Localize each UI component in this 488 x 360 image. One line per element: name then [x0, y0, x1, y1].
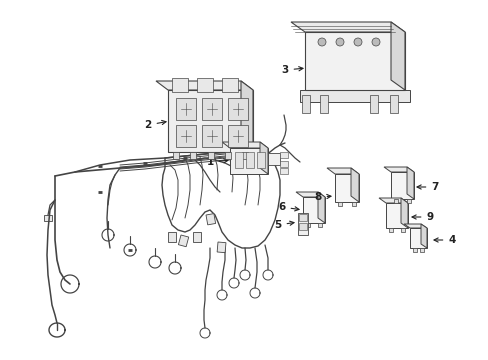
Bar — [242, 152, 247, 159]
Bar — [319, 95, 327, 113]
Polygon shape — [409, 228, 426, 248]
Bar — [388, 228, 392, 232]
Bar — [190, 152, 196, 159]
Bar — [280, 161, 287, 167]
Polygon shape — [295, 192, 325, 197]
Bar — [280, 168, 287, 174]
Text: 7: 7 — [416, 182, 438, 192]
Text: 6: 6 — [278, 202, 298, 212]
Bar — [280, 152, 287, 158]
Bar — [172, 78, 187, 92]
Bar — [406, 199, 410, 203]
Bar — [412, 248, 416, 252]
Bar — [202, 98, 222, 120]
Polygon shape — [334, 174, 358, 202]
Circle shape — [317, 38, 325, 46]
Text: 3: 3 — [281, 65, 303, 75]
Bar — [369, 95, 377, 113]
Bar — [337, 202, 341, 206]
Polygon shape — [406, 167, 413, 199]
Polygon shape — [390, 22, 404, 90]
Polygon shape — [305, 32, 404, 90]
Bar — [205, 213, 215, 225]
Polygon shape — [390, 172, 413, 199]
Bar — [299, 90, 409, 102]
Bar — [168, 232, 176, 242]
Bar — [176, 125, 196, 147]
Polygon shape — [241, 81, 252, 152]
Bar — [302, 95, 309, 113]
Text: 1: 1 — [206, 157, 227, 167]
Bar — [176, 98, 196, 120]
Bar — [389, 95, 397, 113]
Polygon shape — [317, 192, 325, 223]
Bar — [245, 152, 253, 168]
Polygon shape — [420, 224, 426, 248]
Polygon shape — [168, 90, 252, 152]
Circle shape — [353, 38, 361, 46]
Bar — [227, 125, 247, 147]
Bar — [267, 153, 280, 165]
Bar — [419, 248, 423, 252]
Polygon shape — [303, 197, 325, 223]
Bar — [297, 213, 307, 235]
Bar — [298, 214, 306, 221]
Bar — [178, 235, 188, 247]
Circle shape — [371, 38, 379, 46]
Bar — [400, 228, 404, 232]
Bar — [317, 223, 321, 227]
Circle shape — [335, 38, 343, 46]
Bar — [197, 78, 213, 92]
Polygon shape — [403, 224, 426, 228]
Text: 5: 5 — [274, 220, 293, 230]
Polygon shape — [290, 22, 404, 32]
Polygon shape — [350, 168, 358, 202]
Bar — [224, 152, 230, 159]
Bar — [351, 202, 355, 206]
Text: 2: 2 — [144, 120, 166, 130]
Bar — [193, 232, 201, 242]
Polygon shape — [156, 81, 252, 90]
Polygon shape — [229, 148, 267, 174]
Bar — [393, 199, 397, 203]
Bar — [202, 125, 222, 147]
Bar — [207, 152, 213, 159]
Text: 9: 9 — [411, 212, 433, 222]
Bar — [173, 152, 179, 159]
Bar — [305, 223, 309, 227]
Polygon shape — [383, 167, 413, 172]
Polygon shape — [222, 142, 267, 148]
Bar — [298, 223, 306, 230]
Bar — [222, 78, 238, 92]
Polygon shape — [378, 198, 407, 203]
Bar — [44, 215, 52, 221]
Text: 4: 4 — [433, 235, 455, 245]
Polygon shape — [385, 203, 407, 228]
Polygon shape — [400, 198, 407, 228]
Bar — [227, 98, 247, 120]
Bar — [217, 242, 225, 253]
Polygon shape — [260, 142, 267, 174]
Bar — [257, 152, 264, 168]
Bar — [235, 152, 243, 168]
Polygon shape — [326, 168, 358, 174]
Text: 8: 8 — [314, 192, 330, 202]
